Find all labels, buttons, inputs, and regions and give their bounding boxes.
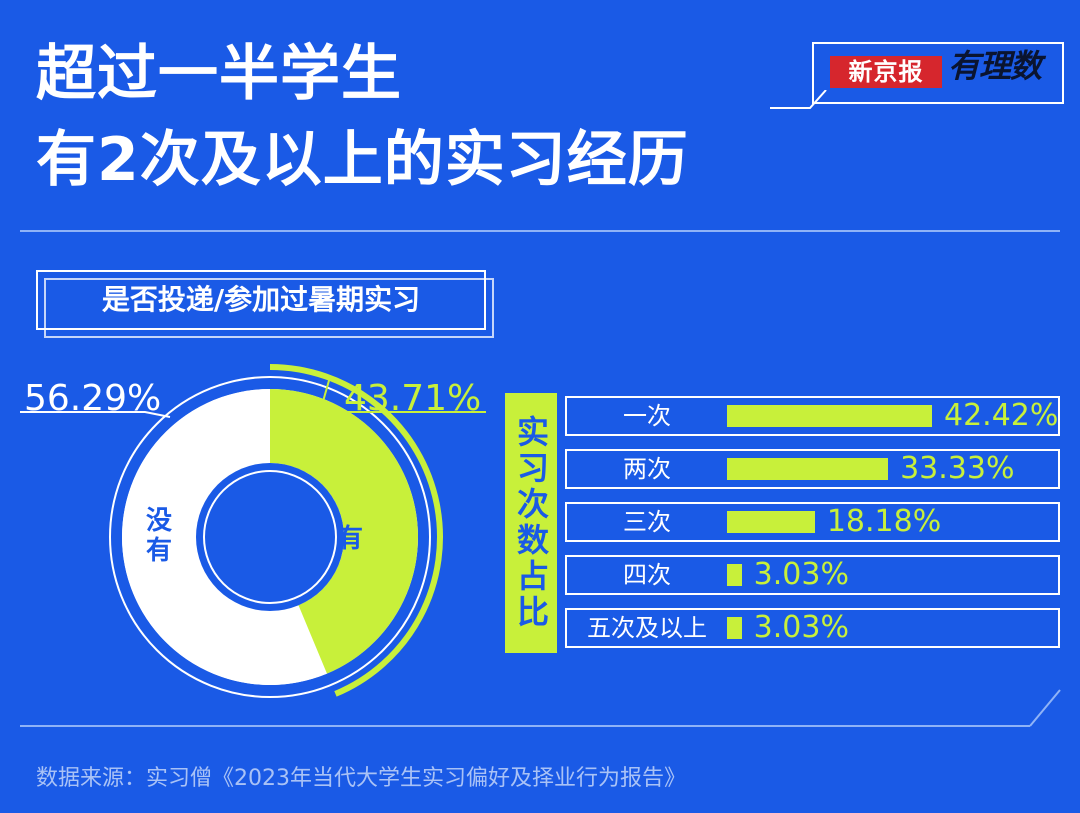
donut-hole: [196, 463, 344, 611]
bar-value-label: 42.42%: [944, 398, 1059, 433]
donut-inner-ring: [203, 470, 337, 604]
bar-chart-title: 实习次数占比: [505, 393, 557, 653]
brand-logo: 新京报 有理数: [812, 42, 1064, 104]
donut-chart: 没有 有: [20, 364, 486, 698]
pct-label-no: 56.29%: [24, 378, 162, 419]
bar-category-label: 五次及以上: [587, 614, 707, 642]
bar-category-label: 一次: [623, 402, 671, 430]
donut-subtitle: 是否投递/参加过暑期实习: [101, 283, 421, 316]
newspaper-logo: 新京报: [830, 56, 942, 88]
brand-callout-tail: [770, 90, 827, 109]
donut-outer-ring: [109, 376, 431, 698]
donut-subtitle-box: 是否投递/参加过暑期实习: [36, 270, 486, 330]
pie-label-no: 没有: [146, 506, 173, 566]
subtitle-frame-offset: [44, 278, 494, 338]
bottom-divider: [20, 725, 1030, 727]
headline-line-1: 超过一半学生: [36, 39, 402, 109]
column-logo: 有理数: [948, 47, 1042, 85]
leader-line-yes: [318, 376, 486, 413]
data-source: 数据来源：实习僧《2023年当代大学生实习偏好及择业行为报告》: [36, 766, 686, 791]
bar: [727, 405, 932, 427]
pct-label-yes: 43.71%: [344, 378, 482, 419]
pie-slice-no: [122, 389, 327, 685]
bar-category-label: 四次: [623, 561, 671, 589]
bar: [727, 564, 742, 586]
bar-row: 一次 42.42%: [565, 396, 1060, 436]
pie-slice-yes-highlight: [269, 364, 443, 697]
bar-value-label: 33.33%: [900, 451, 1015, 486]
top-divider: [20, 230, 1060, 232]
bar-row: 两次 33.33%: [565, 449, 1060, 489]
pie-label-yes: 有: [337, 524, 363, 554]
bar: [727, 617, 742, 639]
bar-value-label: 18.18%: [826, 504, 942, 539]
bar-row: 五次及以上 3.03%: [565, 608, 1060, 648]
bar-value-label: 3.03%: [753, 557, 849, 592]
bar-row: 四次 3.03%: [565, 555, 1060, 595]
brand-frame: [812, 42, 1064, 104]
bar: [727, 458, 889, 480]
bar-category-label: 两次: [623, 455, 671, 483]
bar-category-label: 三次: [623, 508, 671, 536]
bar-row: 三次 18.18%: [565, 502, 1060, 542]
bar: [727, 511, 815, 533]
pie-slice-yes: [270, 389, 419, 674]
leader-line-no: [20, 411, 171, 418]
headline-line-2: 有2次及以上的实习经历: [36, 125, 689, 195]
bar-value-label: 3.03%: [753, 610, 849, 645]
